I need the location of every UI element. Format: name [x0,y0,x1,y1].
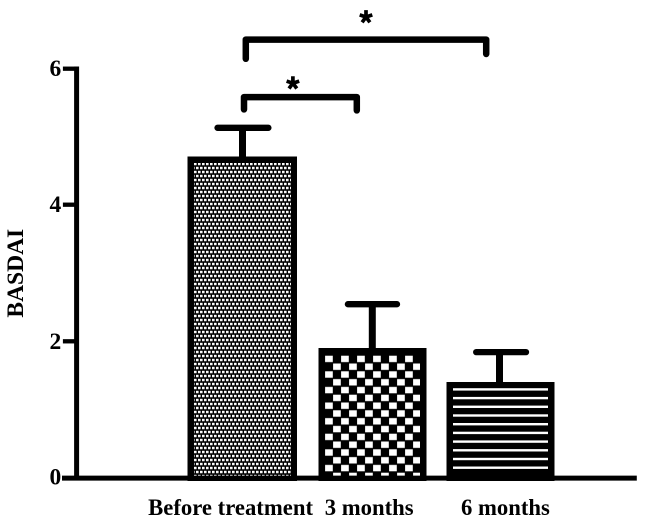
svg-text:4: 4 [49,192,61,218]
svg-text:0: 0 [49,464,61,490]
svg-text:3 months: 3 months [325,495,414,520]
svg-text:6 months: 6 months [461,495,550,520]
svg-text:2: 2 [49,329,61,355]
svg-text:6: 6 [49,56,61,82]
svg-text:BASDAI: BASDAI [3,229,29,318]
svg-text:Before treatment: Before treatment [148,495,313,520]
